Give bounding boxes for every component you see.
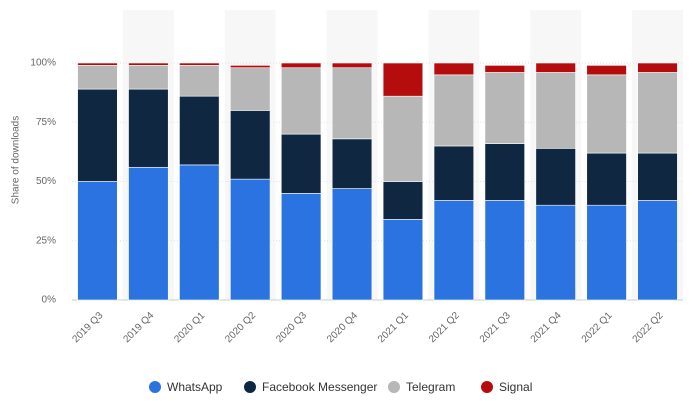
bar-segment <box>230 67 271 111</box>
y-axis-label: Share of downloads <box>11 116 22 204</box>
legend-label: Telegram <box>406 380 455 394</box>
bar-segment <box>128 65 169 90</box>
bar-segment <box>433 62 475 76</box>
legend-marker <box>481 381 493 393</box>
bar-segment <box>77 65 118 90</box>
y-tick-label: 75% <box>36 117 56 128</box>
bar-segment <box>433 145 475 201</box>
bar-segment <box>382 181 424 220</box>
legend-label: Signal <box>499 380 532 394</box>
x-tick-label: 2019 Q4 <box>121 310 156 345</box>
bar-segment <box>586 152 627 206</box>
x-tick-label: 2021 Q2 <box>427 310 462 345</box>
bar-segment <box>637 62 678 73</box>
bar-segment <box>484 143 525 201</box>
x-tick-label: 2021 Q1 <box>376 310 411 345</box>
bar-segment <box>331 67 373 140</box>
bar-segment <box>280 133 322 194</box>
bar-segment <box>331 138 373 189</box>
legend-marker <box>388 381 400 393</box>
bar-segment <box>586 204 627 301</box>
legend-label: WhatsApp <box>167 380 223 394</box>
bar-segment <box>535 204 576 301</box>
bar-segment <box>382 219 424 301</box>
x-tick-label: 2020 Q2 <box>223 310 258 345</box>
bar-segment <box>637 152 678 201</box>
y-tick-label: 100% <box>30 58 56 69</box>
bar-segment <box>280 67 322 135</box>
legend-label: Facebook Messenger <box>262 380 377 394</box>
bar-segment <box>433 74 475 147</box>
bar-segment <box>179 164 220 301</box>
y-tick-label: 50% <box>36 176 56 187</box>
bar-segment <box>586 65 627 76</box>
x-tick-label: 2021 Q4 <box>529 310 564 345</box>
bar-segment <box>535 62 576 73</box>
x-tick-label: 2022 Q1 <box>580 310 615 345</box>
y-tick-label: 25% <box>36 235 56 246</box>
bar-segment <box>128 166 169 301</box>
bar-segment <box>77 62 118 66</box>
bar-segment <box>77 181 118 301</box>
bar-segment <box>637 200 678 301</box>
y-tick-label: 0% <box>42 295 57 306</box>
bar-segment <box>179 65 220 97</box>
bar-segment <box>535 148 576 206</box>
bar-segment <box>331 188 373 301</box>
x-tick-label: 2021 Q3 <box>478 310 513 345</box>
bar-segment <box>280 193 322 301</box>
bar-segment <box>179 62 220 66</box>
bar-segment <box>382 95 424 182</box>
bar-segment <box>484 65 525 73</box>
legend-marker <box>149 381 161 393</box>
bar-segment <box>484 200 525 301</box>
bar-segment <box>433 200 475 301</box>
bar-segment <box>331 62 373 69</box>
x-tick-label: 2020 Q3 <box>274 310 309 345</box>
x-tick-label: 2020 Q4 <box>325 310 360 345</box>
bar-segment <box>128 88 169 168</box>
bar-segment <box>230 65 271 69</box>
bar-segment <box>230 110 271 180</box>
legend-marker <box>244 381 256 393</box>
bar-segment <box>230 178 271 301</box>
bar-segment <box>484 72 525 144</box>
bar-segment <box>586 74 627 154</box>
bar-segment <box>128 62 169 66</box>
bar-segment <box>535 72 576 149</box>
bar-segment <box>77 88 118 182</box>
x-tick-label: 2020 Q1 <box>172 310 207 345</box>
bar-segment <box>382 62 424 97</box>
bar-segment <box>637 72 678 154</box>
bar-segment <box>179 95 220 166</box>
x-tick-label: 2022 Q2 <box>631 310 666 345</box>
bar-segment <box>280 62 322 69</box>
x-tick-label: 2019 Q3 <box>71 310 106 345</box>
